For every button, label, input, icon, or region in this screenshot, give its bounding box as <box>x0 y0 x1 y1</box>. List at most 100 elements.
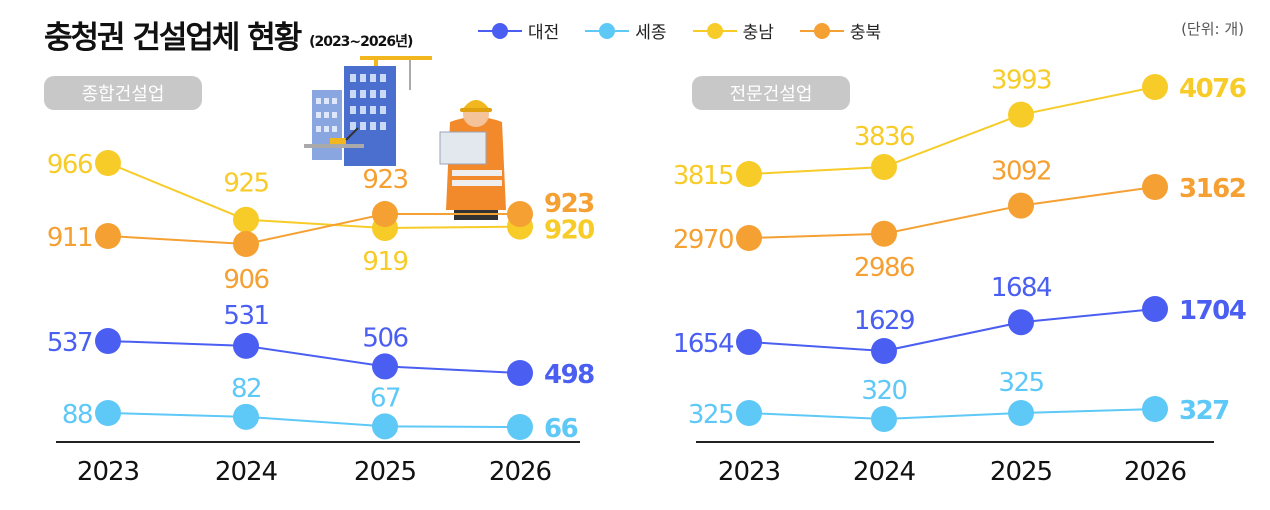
legend-marker-icon <box>478 22 522 39</box>
x-tick-label: 2026 <box>489 457 551 487</box>
data-point <box>95 400 121 426</box>
legend-item-sejong: 세종 <box>585 18 667 43</box>
data-point <box>233 231 259 257</box>
data-label: 923 <box>544 189 594 219</box>
x-tick-label: 2024 <box>853 457 916 487</box>
data-label: 2970 <box>673 225 733 255</box>
x-tick-label: 2026 <box>1124 457 1186 487</box>
legend-label: 충북 <box>849 23 882 43</box>
data-point <box>871 406 897 432</box>
legend-label: 대전 <box>528 23 560 43</box>
data-point <box>871 220 897 247</box>
x-tick-label: 2024 <box>215 457 278 487</box>
data-point <box>1142 74 1168 100</box>
series-line <box>107 213 520 246</box>
construction-worker-illustration <box>304 56 506 220</box>
legend-marker-icon <box>799 22 844 39</box>
legend-label: 충남 <box>742 23 774 43</box>
data-label: 3162 <box>1179 174 1245 204</box>
legend-marker-icon <box>692 22 737 39</box>
data-label: 3993 <box>991 66 1051 96</box>
data-point <box>372 413 398 440</box>
data-point <box>1142 174 1168 200</box>
data-point <box>372 201 398 227</box>
data-label: 1704 <box>1179 296 1246 326</box>
x-tick-label: 2023 <box>718 457 780 487</box>
data-label: 531 <box>223 301 268 331</box>
data-point <box>507 360 533 386</box>
data-point <box>233 403 259 430</box>
data-label: 67 <box>370 383 400 413</box>
data-label: 327 <box>1179 396 1229 426</box>
data-point <box>736 400 762 426</box>
series-line <box>107 340 521 374</box>
data-point <box>871 338 897 364</box>
legend-item-chungbuk: 충북 <box>799 18 882 43</box>
data-label: 925 <box>223 169 268 199</box>
data-point <box>233 206 259 233</box>
data-point <box>233 332 259 359</box>
data-label: 82 <box>231 374 261 404</box>
legend-marker-icon <box>585 22 630 39</box>
data-label: 320 <box>861 376 906 406</box>
data-label: 4076 <box>1179 74 1246 104</box>
page-title: 충청권 건설업체 현황 (2023~2026년) <box>44 12 413 57</box>
series-line <box>748 86 1156 175</box>
data-label: 66 <box>544 414 578 444</box>
data-point <box>736 161 762 187</box>
panel-label-general: 종합건설업 <box>44 76 202 110</box>
title-subtitle: (2023~2026년) <box>309 34 413 50</box>
data-label: 537 <box>47 328 92 358</box>
data-label: 325 <box>688 400 733 430</box>
data-point <box>1008 101 1034 128</box>
series-line <box>748 408 1156 421</box>
legend-item-chungnam: 충남 <box>692 18 774 43</box>
data-point <box>736 329 762 355</box>
data-point <box>1142 396 1168 422</box>
data-label: 966 <box>47 150 92 180</box>
data-label: 88 <box>62 400 92 430</box>
legend-item-daejeon: 대전 <box>478 18 559 43</box>
data-point <box>871 154 897 180</box>
data-point <box>507 414 533 440</box>
data-point <box>95 150 121 176</box>
data-label: 1629 <box>854 306 914 336</box>
title-text: 충청권 건설업체 현황 <box>44 20 302 56</box>
panel-label-specialty: 전문건설업 <box>692 76 850 110</box>
x-tick-label: 2025 <box>354 457 416 487</box>
data-label: 3815 <box>673 161 733 191</box>
data-label: 3836 <box>854 122 914 152</box>
x-tick-label: 2023 <box>77 457 139 487</box>
data-point <box>507 201 533 227</box>
data-label: 1684 <box>991 273 1052 303</box>
data-point <box>1142 296 1168 322</box>
data-label: 1654 <box>673 329 734 359</box>
unit-label: (단위: 개) <box>1181 20 1244 38</box>
data-point <box>1008 400 1034 426</box>
data-label: 920 <box>544 216 594 246</box>
x-tick-label: 2025 <box>990 457 1052 487</box>
data-label: 923 <box>362 165 407 195</box>
data-point <box>1008 192 1034 219</box>
data-point <box>95 223 121 249</box>
data-point <box>372 353 398 380</box>
series-line <box>107 162 521 230</box>
legend: 대전 세종 충남 충북 <box>478 18 881 43</box>
data-label: 325 <box>998 368 1043 398</box>
data-label: 919 <box>362 247 407 277</box>
data-label: 498 <box>544 360 594 390</box>
series-line <box>748 186 1156 239</box>
data-point <box>95 328 121 354</box>
data-label: 3092 <box>991 157 1051 187</box>
series-line <box>107 412 521 428</box>
data-point <box>1008 309 1034 336</box>
data-label: 506 <box>362 323 407 353</box>
data-point <box>736 225 762 251</box>
data-label: 2986 <box>854 253 914 283</box>
data-label: 906 <box>223 265 268 295</box>
legend-label: 세종 <box>635 23 667 43</box>
data-label: 911 <box>47 223 92 253</box>
series-line <box>748 308 1156 353</box>
